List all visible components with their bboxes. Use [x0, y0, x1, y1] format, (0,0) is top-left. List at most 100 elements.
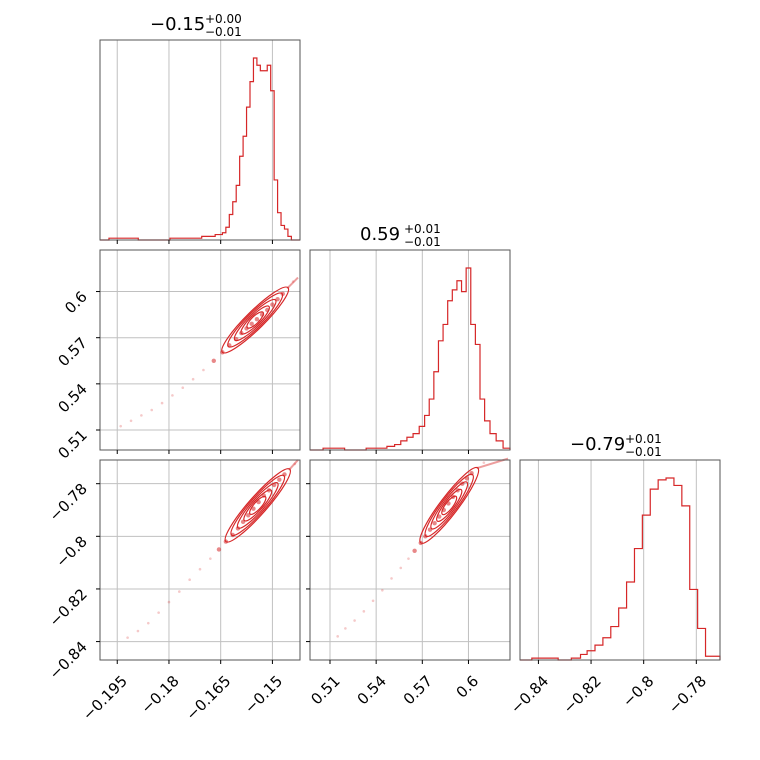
hist-p0-bin-12 [233, 202, 236, 240]
scatter-p2-vs-p1-frame [309, 459, 511, 661]
hist-p2-bin-17 [674, 485, 682, 660]
scatter-p2-vs-p0-point-23 [293, 462, 297, 466]
scatter-p2-vs-p0-point-0 [126, 636, 129, 639]
hist-p2-bin-11 [627, 582, 635, 660]
scatter-p2-vs-p0-point-6 [188, 578, 191, 582]
scatter-p1-vs-p0-contour-1 [227, 292, 284, 348]
hist-p0-bin-23 [271, 91, 274, 240]
scatter-p1-vs-p0-point-7 [191, 377, 195, 381]
scatter-p2-vs-p0-ytick-label-1: −0.82 [46, 585, 91, 630]
hist-p1-bin-16 [438, 341, 443, 450]
scatter-p2-vs-p0-point-15 [251, 506, 256, 511]
hist-p2-xtick-label-0: −0.84 [507, 672, 552, 717]
hist-p0-title-minus: −0.01 [205, 25, 242, 39]
hist-p2-bin-10 [619, 608, 627, 660]
hist-p0-title-plus: +0.00 [205, 12, 242, 26]
hist-p1-frame [309, 249, 511, 451]
hist-p1-bin-10 [407, 437, 413, 450]
scatter-p2-vs-p0-point-7 [198, 567, 202, 571]
hist-p2-panel: −0.84 −0.82 −0.8 −0.78 −0.79 +0.01−0.01 [507, 432, 721, 717]
hist-p0-bin-17 [250, 82, 253, 240]
scatter-p2-vs-p1-xtick-label-2: 0.57 [400, 672, 436, 708]
hist-p0-bin-7 [202, 236, 215, 240]
scatter-p2-vs-p1-xtick-label-3: 0.6 [453, 672, 483, 702]
scatter-p2-vs-p1-point-8 [407, 557, 410, 560]
scatter-p2-vs-p1-contour-0 [419, 466, 480, 544]
hist-p2-bin-16 [666, 478, 674, 660]
hist-p1-bin-9 [401, 441, 407, 450]
hist-p1-title-plus: +0.01 [404, 222, 441, 236]
hist-p1-bin-24 [475, 344, 480, 450]
scatter-p2-vs-p1-point-9 [412, 548, 417, 553]
scatter-p2-vs-p1-point-13 [432, 520, 437, 526]
hist-p0-bin-13 [236, 185, 239, 240]
scatter-p1-vs-p0-contour-2 [233, 298, 277, 342]
hist-p0-bin-8 [215, 235, 222, 240]
scatter-p1-vs-p0-ytick-label-1: 0.54 [54, 380, 90, 416]
scatter-p2-vs-p0-ytick-label-3: −0.78 [46, 480, 91, 525]
hist-p2-xtick-label-1: −0.82 [560, 672, 605, 717]
hist-p2-bin-18 [682, 506, 690, 660]
scatter-p2-vs-p1-point-0 [336, 635, 339, 638]
hist-p1-bin-21 [462, 292, 467, 450]
hist-p1-panel: 0.59 +0.01−0.01 [309, 222, 511, 454]
hist-p2-bin-20 [698, 628, 706, 660]
scatter-p2-vs-p0-point-20 [277, 477, 282, 482]
scatter-p2-vs-p0-point-9 [216, 547, 222, 552]
hist-p1-title-value: 0.59 [360, 224, 400, 245]
hist-p2-bin-12 [634, 549, 642, 660]
hist-p0-bin-26 [281, 225, 284, 240]
scatter-p2-vs-p1-contour-2 [430, 481, 469, 530]
hist-p1-outline [310, 267, 511, 451]
hist-p2-bin-6 [587, 651, 595, 660]
scatter-p1-vs-p0-point-16 [254, 317, 260, 322]
hist-p0-bin-18 [253, 58, 256, 240]
hist-p2-frame [519, 459, 721, 661]
hist-p2-bin-15 [658, 480, 666, 660]
hist-p1-bin-25 [480, 399, 485, 450]
scatter-p2-vs-p0-point-3 [157, 611, 160, 614]
hist-p1-bin-13 [425, 415, 430, 450]
scatter-p2-vs-p0-point-4 [167, 600, 171, 604]
scatter-p1-vs-p0-point-6 [181, 386, 185, 389]
scatter-p2-vs-p1-point-23 [482, 461, 486, 464]
hist-p0-frame [99, 39, 301, 241]
hist-p0-bin-20 [260, 71, 263, 240]
scatter-p2-vs-p0-tail [288, 459, 299, 470]
hist-p0-bin-11 [229, 215, 232, 240]
hist-p2-title-value: −0.79 [570, 434, 625, 455]
hist-p0-bin-10 [226, 227, 229, 240]
scatter-p2-vs-p0-xtick-label-3: −0.15 [241, 672, 286, 717]
scatter-p2-vs-p1-point-1 [344, 627, 347, 630]
hist-p0-bin-14 [240, 156, 243, 240]
scatter-p2-vs-p0-ytick-label-2: −0.8 [52, 532, 90, 570]
scatter-p2-vs-p1-contour-1 [424, 473, 474, 538]
hist-p1-bin-14 [429, 399, 434, 450]
scatter-p2-vs-p1-contour-4 [441, 495, 458, 516]
hist-p1-bin-22 [466, 268, 471, 450]
hist-p2-bin-14 [650, 489, 658, 660]
scatter-p2-vs-p1-point-6 [390, 577, 393, 580]
scatter-p1-vs-p0-ytick-label-2: 0.57 [54, 334, 90, 370]
hist-p2-bin-9 [611, 627, 619, 660]
scatter-p2-vs-p0-panel: −0.195 −0.18 −0.165 −0.15 −0.84 −0.82 −0.8 −0.7… [46, 459, 301, 724]
hist-p0-panel: −0.15 +0.00−0.01 [99, 12, 301, 244]
scatter-p2-vs-p0-xtick-label-0: −0.195 [79, 672, 131, 724]
hist-p0-title: −0.15 [150, 14, 205, 35]
hist-p1-bin-19 [452, 290, 457, 450]
hist-p0-title-value: −0.15 [150, 14, 205, 35]
scatter-p1-vs-p0-point-8 [202, 368, 205, 372]
hist-p2-title-plus: +0.01 [625, 432, 662, 446]
hist-p0-bin-24 [274, 180, 277, 240]
scatter-p2-vs-p0-xtick-label-1: −0.18 [137, 672, 182, 717]
hist-p1-bin-15 [434, 372, 439, 450]
hist-p1-bin-27 [490, 434, 496, 450]
scatter-p1-vs-p0-point-3 [150, 408, 154, 412]
hist-p2-xtick-label-2: −0.8 [619, 672, 657, 710]
hist-p2-bin-5 [581, 654, 588, 660]
hist-p1-bin-8 [395, 445, 401, 450]
scatter-p1-vs-p0-point-23 [291, 280, 295, 283]
scatter-p1-vs-p0-tail [287, 276, 299, 289]
hist-p1-title: 0.59 [360, 224, 400, 245]
hist-p2-xtick-label-3: −0.78 [665, 672, 710, 717]
